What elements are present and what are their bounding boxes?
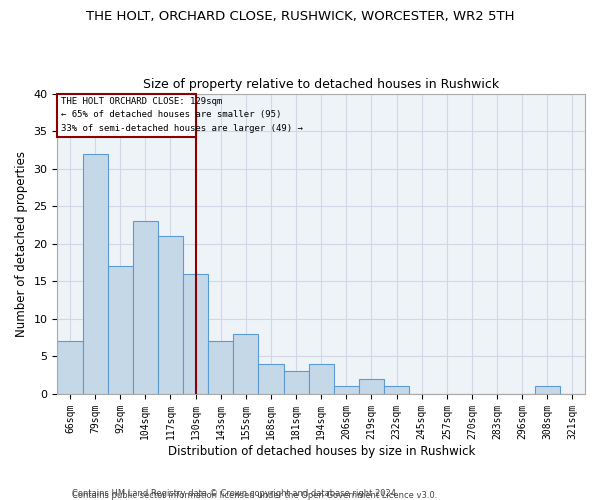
- Bar: [359, 379, 384, 394]
- Text: THE HOLT ORCHARD CLOSE: 129sqm: THE HOLT ORCHARD CLOSE: 129sqm: [61, 96, 223, 106]
- Bar: [259, 364, 284, 394]
- Bar: [284, 372, 308, 394]
- FancyBboxPatch shape: [58, 94, 196, 137]
- Text: THE HOLT, ORCHARD CLOSE, RUSHWICK, WORCESTER, WR2 5TH: THE HOLT, ORCHARD CLOSE, RUSHWICK, WORCE…: [86, 10, 514, 23]
- Bar: [535, 386, 560, 394]
- Bar: [384, 386, 409, 394]
- Bar: [158, 236, 183, 394]
- Text: Contains HM Land Registry data © Crown copyright and database right 2024.: Contains HM Land Registry data © Crown c…: [72, 488, 398, 498]
- Text: 33% of semi-detached houses are larger (49) →: 33% of semi-detached houses are larger (…: [61, 124, 303, 132]
- Title: Size of property relative to detached houses in Rushwick: Size of property relative to detached ho…: [143, 78, 499, 91]
- Bar: [183, 274, 208, 394]
- Text: ← 65% of detached houses are smaller (95): ← 65% of detached houses are smaller (95…: [61, 110, 281, 119]
- Bar: [83, 154, 107, 394]
- Bar: [308, 364, 334, 394]
- Bar: [107, 266, 133, 394]
- Bar: [133, 221, 158, 394]
- Text: Contains public sector information licensed under the Open Government Licence v3: Contains public sector information licen…: [72, 491, 437, 500]
- Bar: [58, 342, 83, 394]
- X-axis label: Distribution of detached houses by size in Rushwick: Distribution of detached houses by size …: [167, 444, 475, 458]
- Bar: [334, 386, 359, 394]
- Bar: [208, 342, 233, 394]
- Y-axis label: Number of detached properties: Number of detached properties: [15, 151, 28, 337]
- Bar: [233, 334, 259, 394]
